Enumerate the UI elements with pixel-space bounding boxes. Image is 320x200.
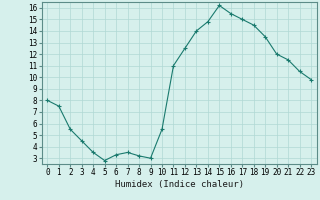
X-axis label: Humidex (Indice chaleur): Humidex (Indice chaleur) <box>115 180 244 189</box>
